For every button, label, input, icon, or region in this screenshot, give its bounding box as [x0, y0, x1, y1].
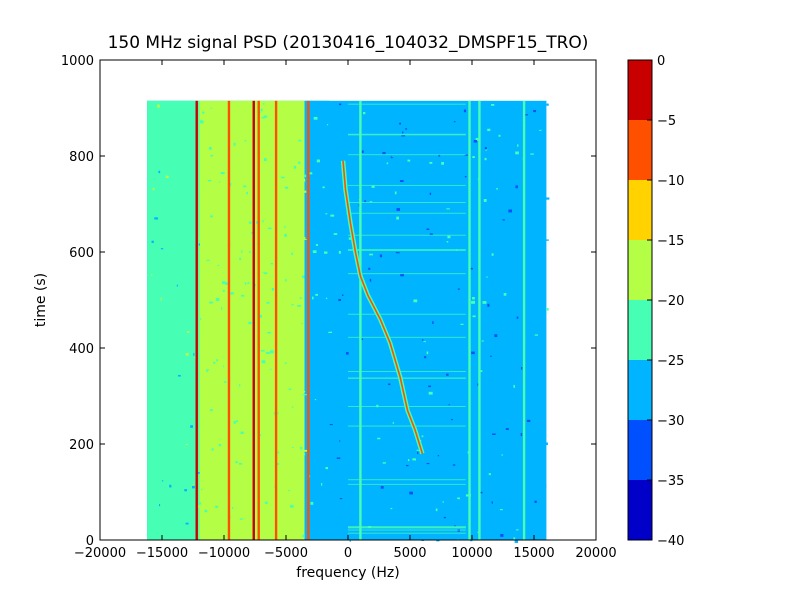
- carrier-line-6: [359, 100, 362, 541]
- heatmap-noise: [147, 100, 550, 543]
- y-tick-label: 1000: [61, 54, 94, 69]
- x-tick-label: 5000: [393, 546, 426, 561]
- x-tick-label: −15000: [136, 546, 188, 561]
- colorbar-swatch-3: [628, 300, 652, 360]
- colorbar-tick-label: −10: [657, 174, 684, 189]
- x-tick-label: −5000: [264, 546, 308, 561]
- carrier-line-3: [257, 100, 260, 541]
- colorbar-tick-label: −20: [657, 294, 684, 309]
- y-tick-label: 600: [69, 246, 94, 261]
- x-axis-label: frequency (Hz): [296, 565, 399, 581]
- x-tick-label: 10000: [451, 546, 492, 561]
- y-axis-label: time (s): [33, 273, 49, 327]
- colorbar-swatch-0: [628, 480, 652, 540]
- colorbar-swatch-1: [628, 420, 652, 480]
- colorbar-swatch-2: [628, 360, 652, 420]
- colorbar-tick-label: −40: [657, 534, 684, 549]
- x-tick-label: 15000: [513, 546, 554, 561]
- x-tick-label: 0: [344, 546, 352, 561]
- carrier-line-4: [274, 100, 278, 541]
- x-axis: −20000 −15000 −10000 −5000 0 5000 10000 15000 20…: [74, 60, 617, 561]
- y-tick-label: 400: [69, 342, 94, 357]
- colorbar-swatch-6: [628, 120, 652, 180]
- x-tick-label: 20000: [575, 546, 616, 561]
- carrier-line-2: [252, 100, 255, 541]
- doppler-trace: [342, 160, 424, 454]
- y-axis: 0 200 400 600 800 1000: [61, 54, 596, 549]
- x-tick-label: −20000: [74, 546, 126, 561]
- heatmap-band-1: [199, 100, 305, 541]
- colorbar-tick-label: −30: [657, 414, 684, 429]
- y-tick-label: 200: [69, 438, 94, 453]
- heatmap-band-0: [147, 100, 200, 541]
- colorbar-tick-label: 0: [657, 54, 665, 69]
- colorbar-tick-label: −5: [657, 114, 676, 129]
- carrier-line-0: [195, 100, 198, 541]
- carrier-line-7: [468, 100, 471, 541]
- colorbar-swatch-4: [628, 240, 652, 300]
- colorbar: −40 −35 −30 −25 −20 −15 −10 −5 0: [627, 54, 684, 549]
- heatmap: [147, 100, 550, 543]
- colorbar-tick-label: −15: [657, 234, 684, 249]
- x-tick-label: −10000: [198, 546, 250, 561]
- carrier-line-1: [227, 100, 231, 541]
- colorbar-swatch-5: [628, 180, 652, 240]
- y-tick-label: 800: [69, 150, 94, 165]
- chart-title: 150 MHz signal PSD (20130416_104032_DMSP…: [108, 33, 589, 53]
- carrier-line-8: [478, 100, 481, 541]
- y-tick-label: 0: [86, 534, 94, 549]
- colorbar-tick-label: −25: [657, 354, 684, 369]
- carrier-line-5: [307, 100, 310, 541]
- colorbar-swatch-7: [628, 60, 652, 120]
- carrier-line-9: [522, 100, 526, 541]
- colorbar-tick-label: −35: [657, 474, 684, 489]
